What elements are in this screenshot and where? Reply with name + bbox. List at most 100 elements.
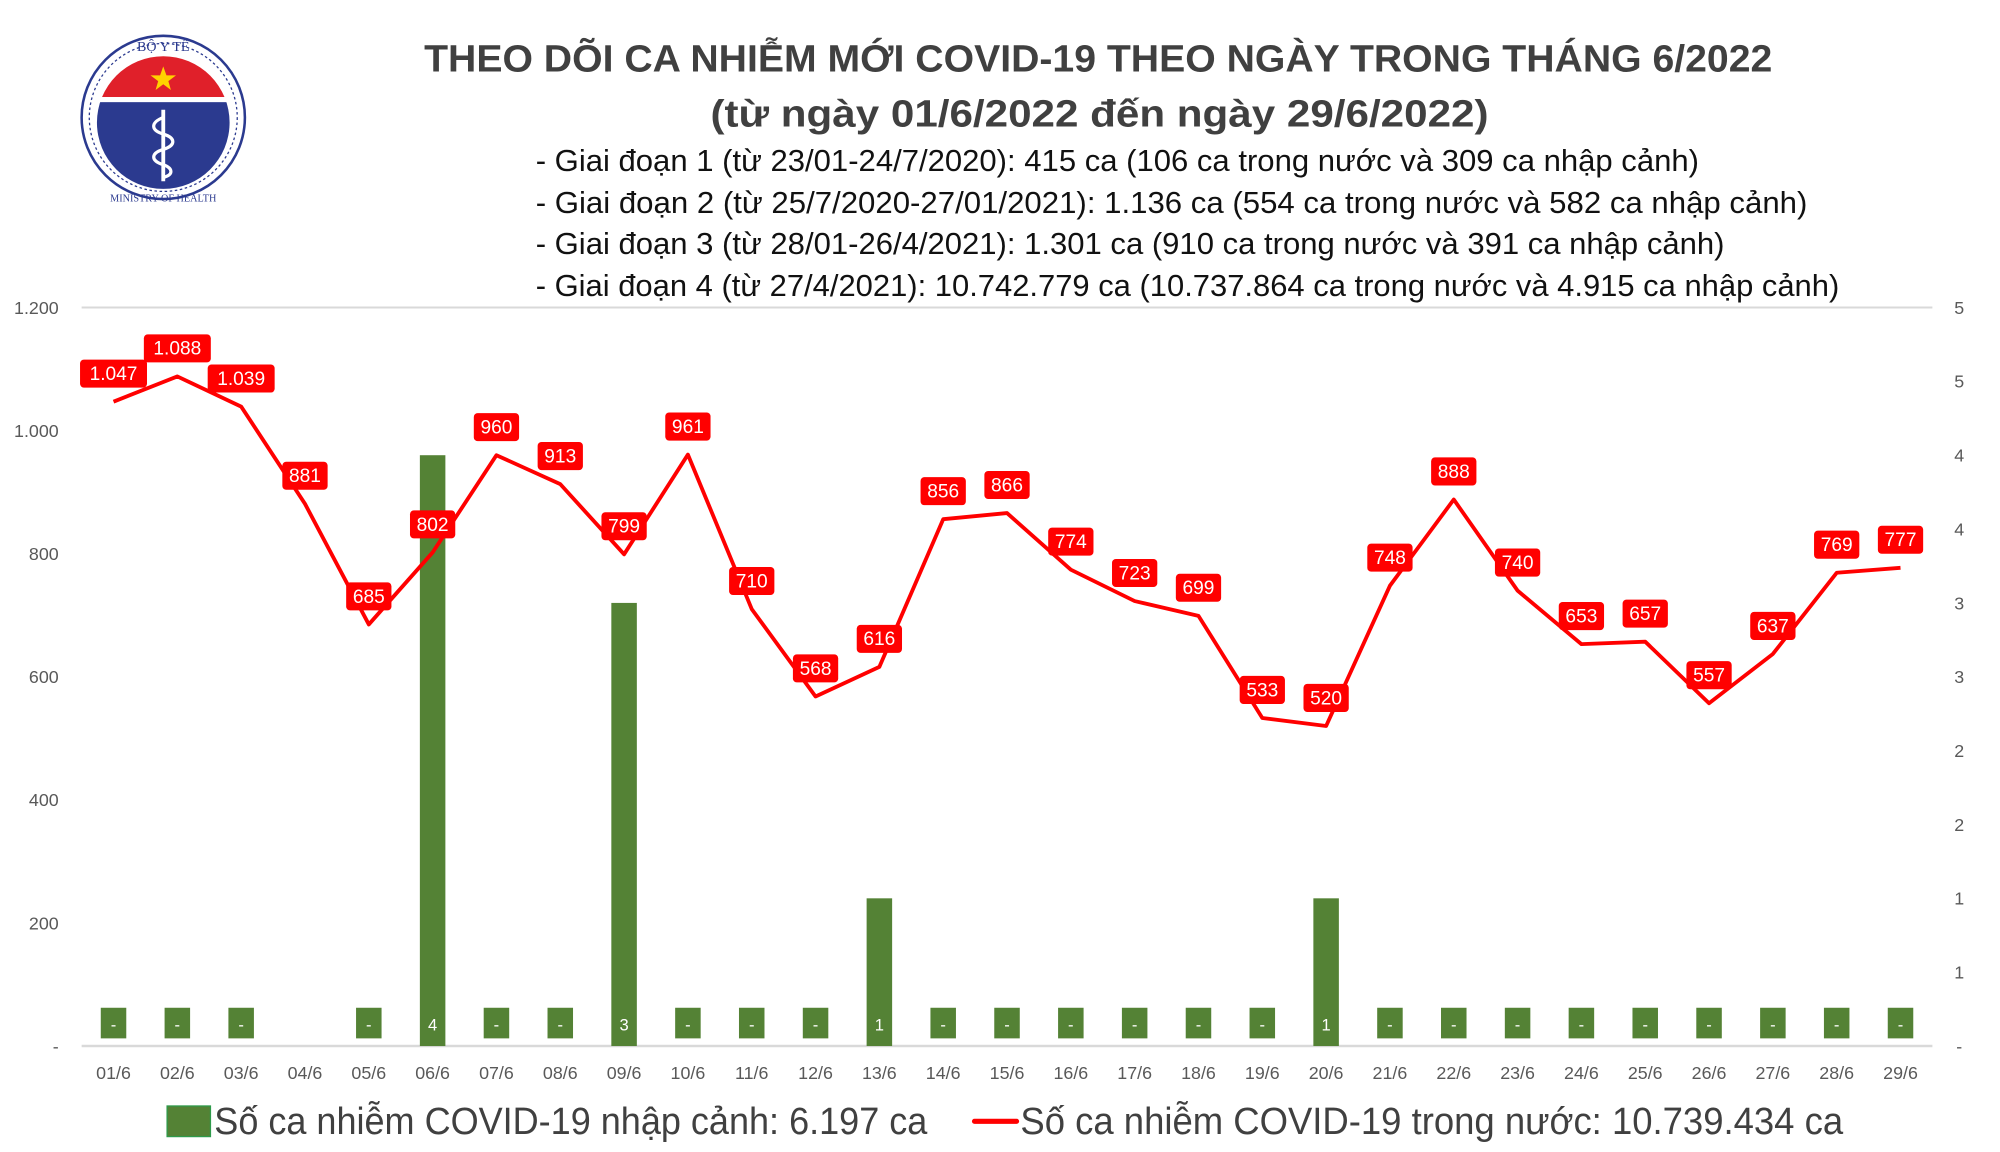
domestic-data-label: 653: [1565, 606, 1597, 627]
right-axis-tick-label: 5: [1954, 372, 1964, 392]
imported-bar: [866, 898, 893, 1047]
domestic-data-label-box: [856, 624, 903, 653]
right-axis-tick-label: -: [1956, 1036, 1962, 1056]
imported-bar-zero: [1058, 1007, 1084, 1039]
imported-bar-label: 4: [428, 1016, 437, 1035]
x-axis-tick-label: 16/6: [1053, 1063, 1088, 1083]
x-axis-tick-label: 18/6: [1181, 1063, 1216, 1083]
imported-bar-label: -: [366, 1016, 372, 1035]
x-axis-tick-label: 26/6: [1692, 1063, 1727, 1083]
domestic-data-label-box: [80, 359, 148, 388]
x-axis-tick-label: 02/6: [160, 1063, 195, 1083]
right-axis-tick-label: 1: [1954, 963, 1964, 983]
left-axis-tick-label: 1.200: [14, 298, 59, 318]
x-axis-tick-label: 09/6: [607, 1063, 642, 1083]
imported-bar-zero: [1823, 1007, 1850, 1039]
imported-bar-label: -: [175, 1016, 181, 1035]
right-axis-tick-label: 4: [1954, 519, 1964, 539]
legend: Số ca nhiễm COVID-19 nhập cảnh: 6.197 ca…: [166, 1100, 1844, 1143]
domestic-data-label: 802: [417, 515, 449, 536]
imported-bar-label: 3: [619, 1016, 628, 1035]
chart-subtitle: (từ ngày 01/6/2022 đến ngày 29/6/2022): [710, 92, 1488, 135]
x-axis-tick-label: 01/6: [96, 1063, 131, 1083]
imported-bar-label: 1: [875, 1016, 884, 1035]
imported-bar-zero: [1185, 1007, 1212, 1039]
domestic-data-label-box: [473, 413, 520, 442]
domestic-data-label-box: [1622, 599, 1668, 628]
imported-bar-label: -: [494, 1016, 500, 1035]
domestic-data-label-box: [207, 364, 275, 393]
domestic-data-label-box: [1112, 558, 1158, 588]
domestic-data-label: 723: [1119, 563, 1151, 584]
right-axis-tick-label: 1: [1954, 889, 1964, 909]
imported-bar-label: -: [238, 1016, 244, 1035]
left-axis-tick-label: -: [53, 1036, 59, 1056]
domestic-data-label-box: [1558, 602, 1605, 631]
domestic-data-label: 1.047: [90, 364, 138, 385]
domestic-data-label-box: [792, 654, 839, 683]
note-phase-4: - Giai đoạn 4 (từ 27/4/2021): 10.742.779…: [536, 269, 1840, 303]
domestic-data-label-box: [920, 477, 966, 506]
domestic-data-label-box: [665, 412, 711, 441]
domestic-data-label: 520: [1310, 688, 1342, 709]
imported-bar: [1313, 898, 1339, 1047]
x-axis-tick-label: 04/6: [288, 1063, 323, 1083]
imported-bar-label: -: [111, 1016, 117, 1035]
imported-bar-label: -: [1068, 1016, 1074, 1035]
imported-bar-zero: [164, 1007, 191, 1039]
domestic-data-label: 866: [991, 475, 1023, 496]
domestic-data-label-box: [143, 334, 211, 363]
imported-bar-label: 1: [1322, 1016, 1331, 1035]
domestic-data-label: 685: [353, 587, 385, 608]
x-axis-tick-label: 25/6: [1628, 1063, 1663, 1083]
x-axis-tick-label: 22/6: [1436, 1063, 1471, 1083]
imported-bar-label: -: [749, 1016, 755, 1035]
domestic-data-label: 699: [1183, 578, 1215, 599]
imported-bar-zero: [1441, 1007, 1467, 1039]
x-axis-tick-label: 12/6: [798, 1063, 833, 1083]
imported-bar-label: -: [1260, 1016, 1266, 1035]
x-axis-tick-label: 03/6: [224, 1063, 259, 1083]
right-axis-tick-label: 2: [1954, 741, 1964, 761]
note-phase-1: - Giai đoạn 1 (từ 23/01-24/7/2020): 415 …: [536, 144, 1699, 178]
imported-bar-label: -: [1515, 1016, 1521, 1035]
left-axis-tick-label: 400: [29, 790, 59, 810]
domestic-data-label-box: [1175, 573, 1222, 602]
legend-label-domestic: Số ca nhiễm COVID-19 trong nước: 10.739.…: [1020, 1100, 1843, 1143]
imported-bar-label: -: [813, 1016, 819, 1035]
domestic-data-label-box: [1814, 530, 1860, 559]
imported-bar-label: -: [1770, 1016, 1776, 1035]
domestic-data-label: 888: [1438, 462, 1470, 483]
imported-bar-zero: [1696, 1007, 1722, 1039]
imported-bar-label: -: [1898, 1016, 1904, 1035]
domestic-data-label-box: [984, 470, 1030, 500]
x-axis-tick-label: 11/6: [735, 1063, 768, 1083]
x-axis-tick-label: 08/6: [543, 1063, 578, 1083]
domestic-data-label: 881: [289, 466, 321, 487]
imported-bar-zero: [1760, 1007, 1786, 1039]
note-phase-3: - Giai đoạn 3 (từ 28/01-26/4/2021): 1.30…: [536, 227, 1725, 261]
domestic-data-label: 1.088: [153, 339, 201, 360]
plot-area: - 200 400 600 800 1.000 1.200 - 1 1 2 2 3 3 4 4 5 5 01/6 02…: [14, 298, 1964, 1083]
imported-bar-zero: [1249, 1007, 1276, 1039]
x-axis-tick-label: 15/6: [990, 1063, 1025, 1083]
domestic-data-label-box: [282, 461, 328, 490]
imported-bar-label: -: [1004, 1016, 1010, 1035]
domestic-data-label: 533: [1246, 680, 1278, 701]
imported-bar-zero: [1504, 1007, 1531, 1039]
x-axis-tick-label: 23/6: [1500, 1063, 1535, 1083]
x-axis-tick-label: 24/6: [1564, 1063, 1599, 1083]
imported-bar-zero: [483, 1007, 510, 1039]
x-axis-tick-label: 10/6: [671, 1063, 706, 1083]
right-axis-tick-label: 4: [1954, 446, 1964, 466]
imported-bar-zero: [1887, 1007, 1914, 1039]
logo-bottom-text: MINISTRY OF HEALTH: [110, 194, 217, 205]
x-axis-tick-label: 28/6: [1819, 1063, 1854, 1083]
x-axis-tick-label: 21/6: [1373, 1063, 1408, 1083]
imported-bar-zero: [100, 1007, 127, 1039]
domestic-data-label: 913: [544, 446, 576, 467]
chart-title: THEO DÕI CA NHIỄM MỚI COVID-19 THEO NGÀY…: [424, 37, 1772, 81]
x-axis-tick-label: 14/6: [926, 1063, 961, 1083]
